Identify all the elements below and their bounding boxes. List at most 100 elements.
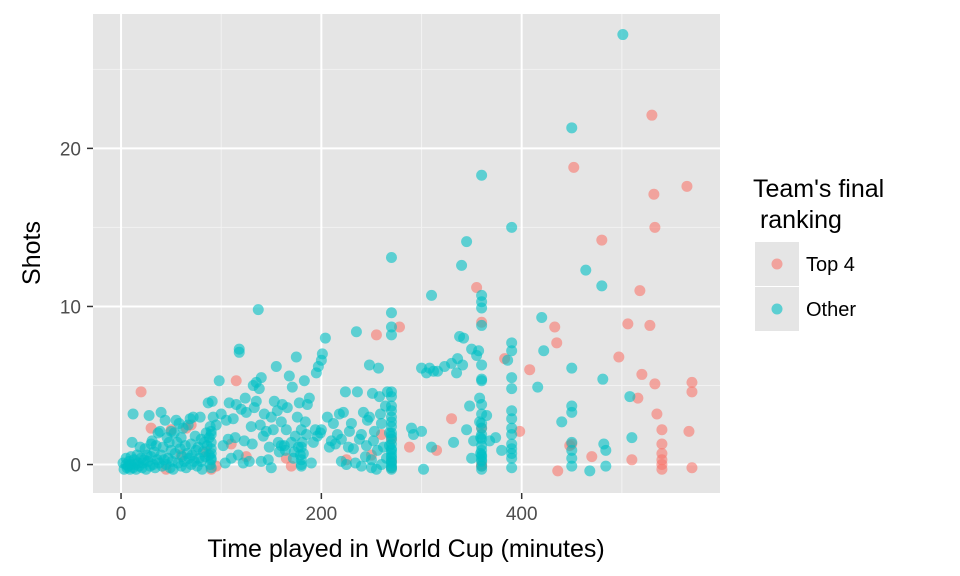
data-point-other: [506, 345, 518, 357]
data-point-other: [239, 392, 251, 404]
data-point-other: [476, 451, 488, 463]
data-point-other: [286, 381, 298, 393]
data-point-other: [290, 351, 302, 363]
data-point-other: [205, 462, 217, 474]
data-point-other: [298, 375, 310, 387]
data-point-top-4: [471, 281, 483, 293]
data-point-other: [566, 436, 578, 448]
legend-marker-other: [771, 303, 783, 315]
data-point-other: [506, 429, 518, 441]
data-point-other: [566, 460, 578, 472]
legend-label-top-4: Top 4: [806, 254, 855, 276]
data-point-other: [295, 460, 307, 472]
data-point-other: [205, 429, 217, 441]
data-point-top-4: [636, 368, 648, 380]
data-point-other: [418, 463, 430, 475]
data-point-other: [355, 429, 367, 441]
data-point-other: [365, 454, 377, 466]
data-point-other: [476, 169, 488, 181]
data-point-other: [476, 359, 488, 371]
data-point-other: [279, 444, 291, 456]
data-point-other: [506, 462, 518, 474]
data-point-other: [466, 452, 478, 464]
data-point-other: [490, 432, 502, 444]
data-point-other: [464, 400, 476, 412]
data-point-other: [291, 411, 303, 423]
data-point-other: [566, 122, 578, 134]
data-point-other: [375, 417, 387, 429]
data-point-top-4: [648, 188, 660, 200]
data-point-other: [337, 406, 349, 418]
data-point-other: [473, 345, 485, 357]
data-point-other: [233, 346, 245, 358]
legend-title-line-2: ranking: [753, 206, 842, 234]
data-point-other: [196, 463, 208, 475]
data-point-top-4: [656, 463, 668, 475]
data-point-other: [580, 264, 592, 276]
data-point-other: [339, 386, 351, 398]
data-point-other: [597, 373, 609, 385]
data-point-other: [476, 417, 488, 429]
data-point-other: [206, 395, 218, 407]
data-point-top-4: [656, 454, 668, 466]
data-point-other: [305, 457, 317, 469]
data-point-other: [385, 329, 397, 341]
data-point-other: [476, 375, 488, 387]
data-point-other: [363, 411, 375, 423]
data-point-other: [368, 425, 380, 437]
data-point-other: [243, 455, 255, 467]
data-point-other: [255, 372, 267, 384]
data-point-other: [210, 419, 222, 431]
data-point-other: [506, 443, 518, 455]
data-point-other: [245, 421, 257, 433]
data-point-other: [340, 459, 352, 471]
data-point-top-4: [596, 234, 608, 246]
data-point-other: [303, 392, 315, 404]
data-point-other: [385, 321, 397, 333]
data-point-other: [263, 441, 275, 453]
data-point-other: [250, 395, 262, 407]
data-point-other: [385, 451, 397, 463]
data-point-top-4: [622, 318, 634, 330]
x-tick-label: 200: [306, 504, 338, 525]
data-point-other: [363, 359, 375, 371]
data-point-other: [596, 280, 608, 292]
data-point-other: [385, 462, 397, 474]
data-point-other: [385, 430, 397, 442]
data-point-other: [506, 405, 518, 417]
data-point-top-4: [656, 424, 668, 436]
data-point-other: [372, 362, 384, 374]
data-point-other: [556, 416, 568, 428]
data-point-other: [367, 435, 379, 447]
data-point-other: [297, 447, 309, 459]
data-point-other: [461, 424, 473, 436]
data-point-top-4: [683, 425, 695, 437]
data-point-other: [205, 436, 217, 448]
data-point-other: [252, 304, 264, 316]
data-point-other: [194, 411, 206, 423]
data-point-other: [143, 410, 155, 422]
data-point-other: [246, 438, 258, 450]
data-point-top-4: [646, 109, 658, 121]
y-tick-label: 20: [60, 139, 81, 160]
data-point-other: [227, 413, 239, 425]
data-point-other: [617, 29, 629, 41]
axes: 0 200 400 0 10 20: [60, 139, 538, 525]
data-point-other: [267, 424, 279, 436]
data-point-top-4: [686, 376, 698, 388]
data-point-other: [159, 414, 171, 426]
data-point-other: [240, 406, 252, 418]
data-point-other: [270, 361, 282, 373]
data-point-other: [456, 259, 468, 271]
data-point-other: [566, 362, 578, 374]
data-point-top-4: [404, 441, 416, 453]
data-point-other: [300, 429, 312, 441]
data-point-other: [283, 370, 295, 382]
data-point-other: [345, 417, 357, 429]
data-point-top-4: [549, 321, 561, 333]
data-point-other: [213, 375, 225, 387]
data-point-top-4: [524, 364, 536, 376]
data-point-other: [232, 449, 244, 461]
legend: Team's final ranking Top 4 Other: [753, 175, 884, 331]
data-point-other: [506, 337, 518, 349]
